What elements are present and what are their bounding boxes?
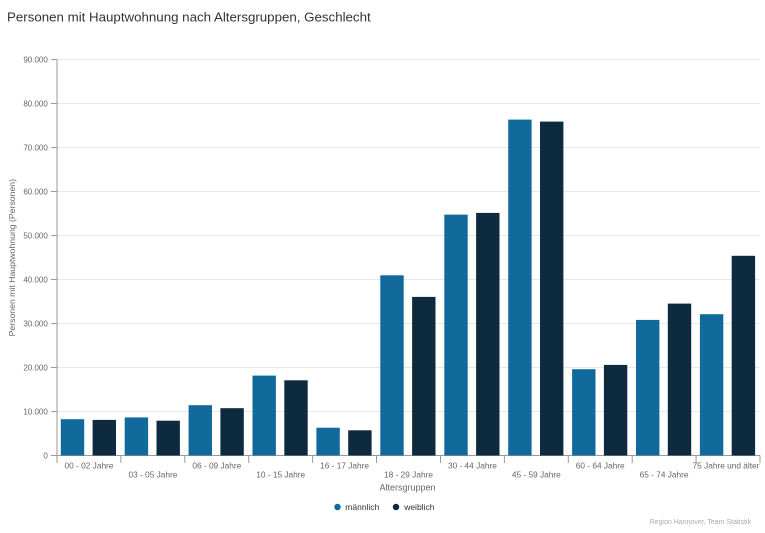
svg-text:0: 0 [43,452,48,461]
svg-text:30.000: 30.000 [23,320,48,329]
svg-text:Personen mit Hauptwohnung (Per: Personen mit Hauptwohnung (Personen) [7,179,17,337]
svg-text:70.000: 70.000 [23,144,48,153]
svg-text:10 - 15 Jahre: 10 - 15 Jahre [256,470,305,480]
svg-text:Region Hannover, Team Statisti: Region Hannover, Team Statistik [650,519,752,526]
svg-text:10.000: 10.000 [23,408,48,417]
svg-text:45 - 59 Jahre: 45 - 59 Jahre [512,470,561,480]
svg-text:16 - 17 Jahre: 16 - 17 Jahre [320,461,369,471]
svg-text:90.000: 90.000 [23,56,48,65]
svg-text:80.000: 80.000 [23,100,48,109]
svg-text:60 - 64 Jahre: 60 - 64 Jahre [576,461,625,471]
svg-text:60.000: 60.000 [23,188,48,197]
svg-text:20.000: 20.000 [23,364,48,373]
svg-text:06 - 09 Jahre: 06 - 09 Jahre [192,461,241,471]
svg-text:männlich: männlich [345,502,379,512]
svg-text:Personen mit Hauptwohnung nach: Personen mit Hauptwohnung nach Altersgru… [7,10,371,25]
svg-text:Altersgruppen: Altersgruppen [379,483,435,493]
svg-text:03 - 05 Jahre: 03 - 05 Jahre [128,470,177,480]
svg-text:00 - 02 Jahre: 00 - 02 Jahre [65,461,114,471]
svg-text:weiblich: weiblich [403,502,435,512]
svg-text:30 - 44 Jahre: 30 - 44 Jahre [448,461,497,471]
svg-text:75 Jahre und älter: 75 Jahre und älter [693,461,760,471]
svg-text:50.000: 50.000 [23,232,48,241]
svg-text:40.000: 40.000 [23,276,48,285]
svg-text:65 - 74 Jahre: 65 - 74 Jahre [640,470,689,480]
svg-text:18 - 29 Jahre: 18 - 29 Jahre [384,470,433,480]
